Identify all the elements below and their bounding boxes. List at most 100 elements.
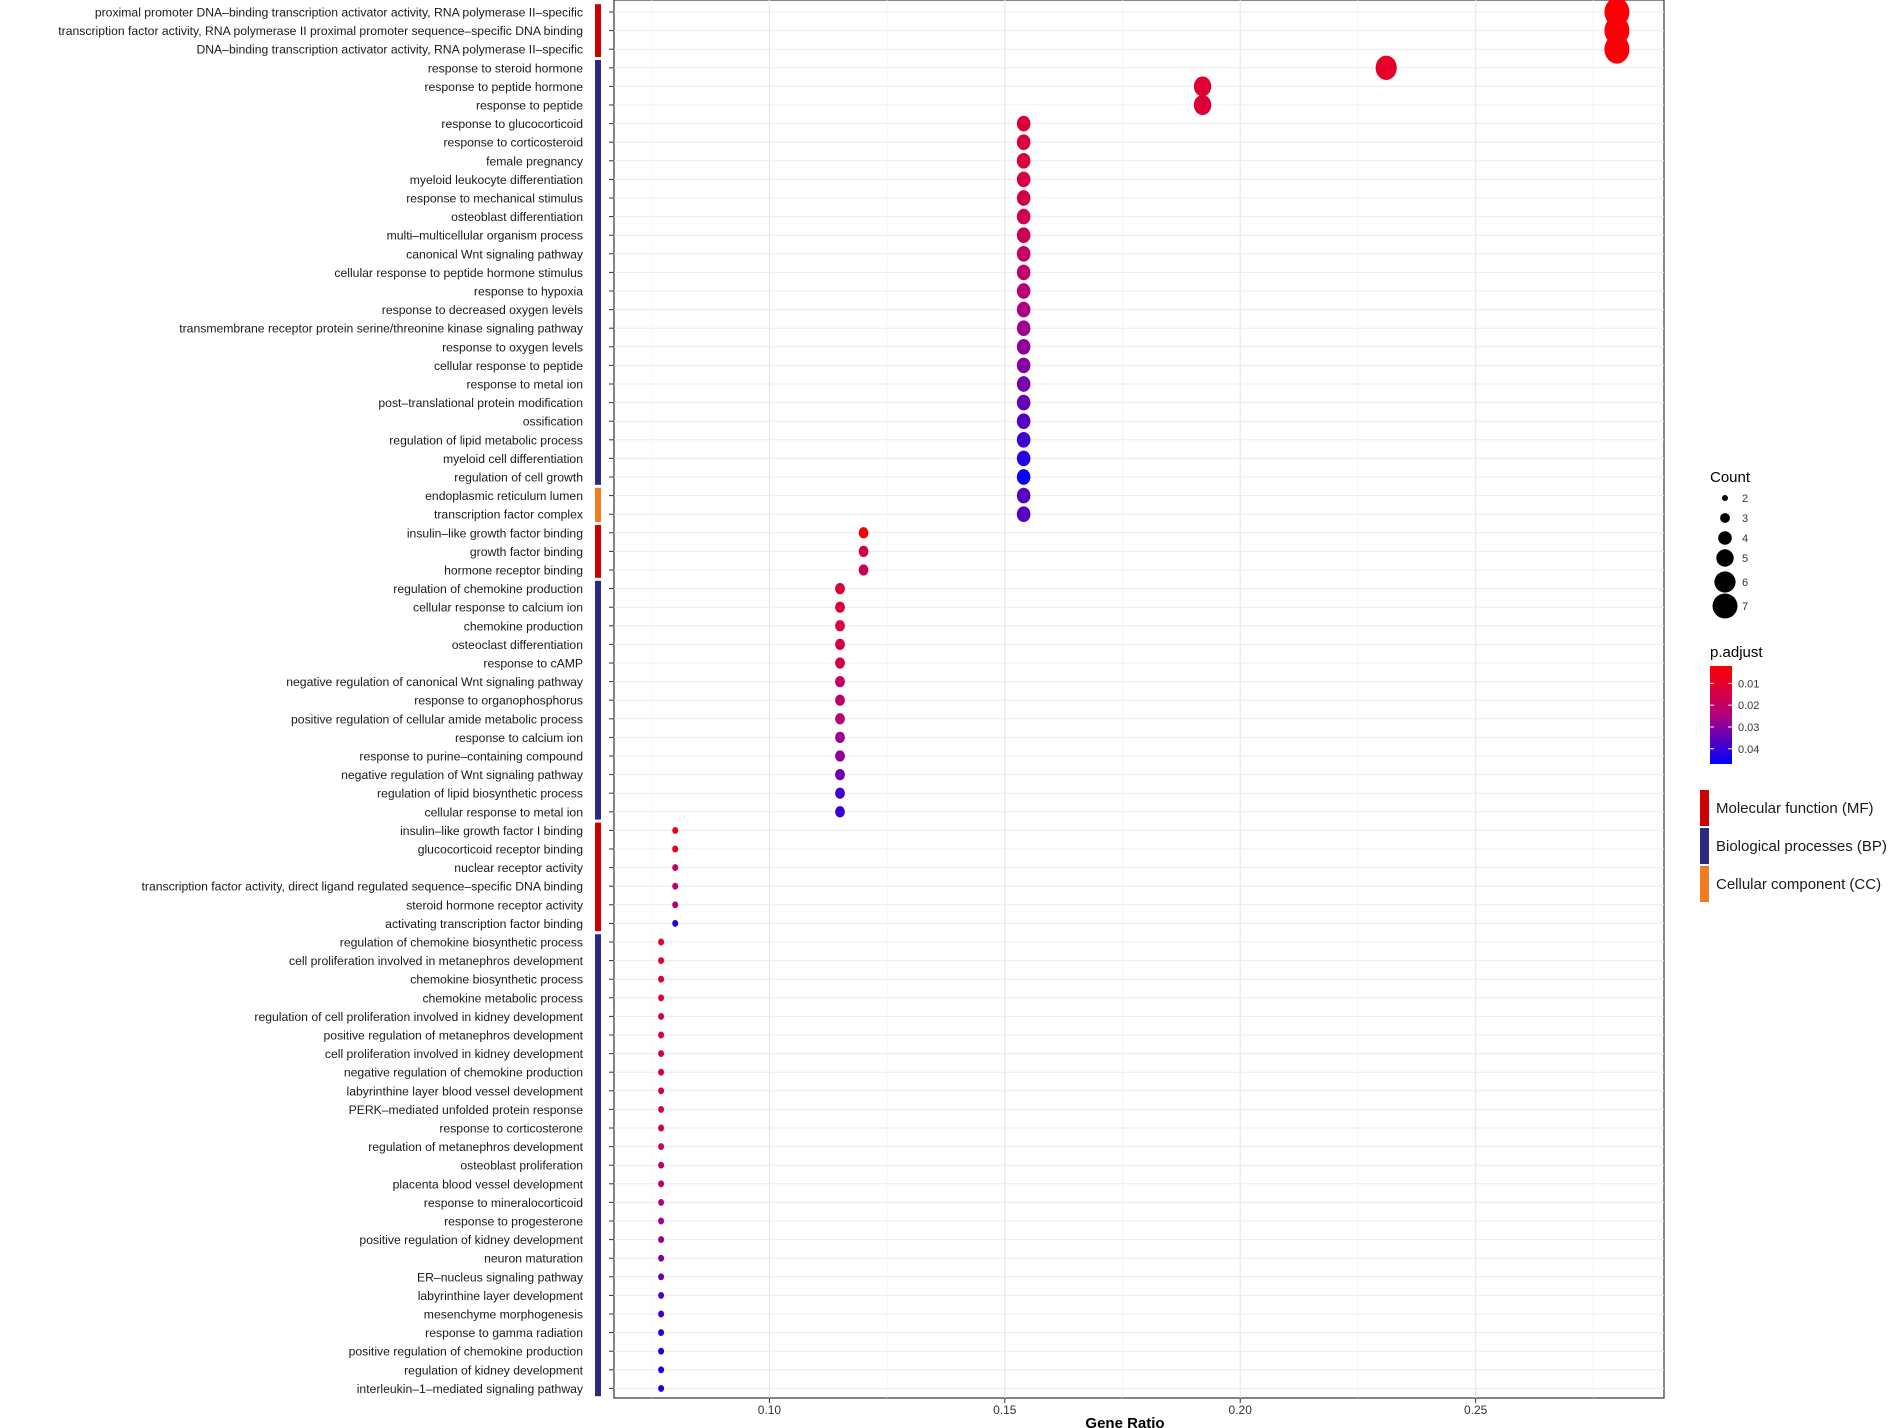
- category-bar-bp: [595, 60, 601, 485]
- y-tick-label: cellular response to peptide: [434, 359, 583, 373]
- y-tick-label: response to purine–containing compound: [359, 750, 583, 764]
- y-tick-label: transmembrane receptor protein serine/th…: [179, 322, 584, 336]
- y-tick-label: negative regulation of canonical Wnt sig…: [286, 675, 584, 689]
- y-tick-label: positive regulation of metanephros devel…: [324, 1029, 584, 1043]
- padj-tick-label: 0.04: [1738, 744, 1759, 756]
- grid-lines: [614, 0, 1664, 1398]
- data-point: [658, 957, 665, 965]
- y-tick-label: regulation of lipid biosynthetic process: [377, 787, 583, 801]
- data-point: [672, 901, 679, 909]
- data-point: [658, 1143, 665, 1151]
- y-tick-label: mesenchyme morphogenesis: [424, 1308, 583, 1322]
- y-tick-label: positive regulation of cellular amide me…: [291, 712, 583, 726]
- data-point: [1016, 208, 1031, 225]
- y-tick-label: chemokine biosynthetic process: [410, 973, 583, 987]
- y-tick-label: osteoblast differentiation: [451, 210, 583, 224]
- count-legend-title: Count: [1710, 469, 1751, 486]
- y-tick-label: insulin–like growth factor I binding: [400, 824, 583, 838]
- count-legend-label: 4: [1742, 533, 1748, 545]
- count-legend-dot: [1722, 495, 1728, 501]
- data-point: [658, 1124, 665, 1132]
- data-point: [1016, 487, 1031, 504]
- data-points: [658, 0, 1630, 1392]
- count-legend-label: 5: [1742, 553, 1748, 565]
- count-legend-dot: [1712, 593, 1738, 619]
- category-legend-swatch-bp: [1700, 828, 1709, 864]
- y-tick-label: regulation of cell growth: [454, 471, 583, 485]
- x-axis-ticks: 0.10 0.15 0.20 0.25: [758, 1398, 1488, 1417]
- y-tick-label: response to glucocorticoid: [441, 117, 583, 131]
- padj-legend: 0.01 0.02 0.03 0.04: [1710, 678, 1759, 756]
- data-point: [658, 1161, 665, 1169]
- data-point: [672, 845, 679, 853]
- y-tick-label: response to progesterone: [444, 1215, 583, 1229]
- y-tick-label: response to gamma radiation: [425, 1326, 583, 1340]
- category-bar-bp: [595, 580, 601, 820]
- y-tick-label: endoplasmic reticulum lumen: [425, 489, 583, 503]
- y-tick-label: hormone receptor binding: [444, 564, 583, 578]
- data-point: [1016, 450, 1031, 467]
- y-tick-label: regulation of kidney development: [404, 1363, 583, 1377]
- y-tick-label: ER–nucleus signaling pathway: [417, 1270, 584, 1284]
- count-legend-dot: [1718, 531, 1732, 545]
- category-bar-bp: [595, 934, 601, 1397]
- data-point: [658, 1217, 665, 1225]
- count-legend: 2 3 4 5 6 7: [1712, 493, 1748, 619]
- data-point: [1016, 431, 1031, 448]
- y-tick-label: response to corticosterone: [439, 1122, 583, 1136]
- y-tick-label: cellular response to metal ion: [424, 805, 583, 819]
- padj-legend-title: p.adjust: [1710, 644, 1763, 661]
- y-tick-label: response to peptide hormone: [424, 80, 583, 94]
- y-tick-label: PERK–mediated unfolded protein response: [349, 1103, 584, 1117]
- y-tick-label: cell proliferation involved in kidney de…: [325, 1047, 584, 1061]
- y-tick-label: osteoblast proliferation: [460, 1159, 583, 1173]
- y-tick-label: negative regulation of chemokine product…: [344, 1066, 583, 1080]
- data-point: [1016, 394, 1031, 411]
- data-point: [835, 787, 845, 799]
- data-point: [835, 731, 845, 744]
- y-tick-label: response to mechanical stimulus: [406, 192, 583, 206]
- data-point: [1016, 245, 1031, 262]
- data-point: [1016, 134, 1031, 151]
- data-point: [658, 1366, 665, 1374]
- y-tick-label: female pregnancy: [486, 154, 584, 168]
- category-bar-mf: [595, 822, 601, 932]
- data-point: [1193, 76, 1212, 97]
- data-point: [835, 750, 845, 762]
- y-tick-label: activating transcription factor binding: [385, 917, 583, 931]
- data-point: [858, 564, 869, 576]
- data-point: [1016, 357, 1031, 374]
- data-point: [658, 1310, 665, 1318]
- term-labels: proximal promoter DNA–binding transcript…: [58, 6, 614, 1396]
- data-point: [658, 1087, 665, 1095]
- data-point: [1016, 190, 1031, 206]
- y-tick-label: post–translational protein modification: [378, 396, 583, 410]
- y-tick-label: response to organophosphorus: [414, 694, 583, 708]
- category-legend-swatch-cc: [1700, 866, 1709, 902]
- y-tick-label: nuclear receptor activity: [454, 861, 584, 875]
- padj-tick-label: 0.01: [1738, 678, 1759, 690]
- x-tick-label: 0.10: [758, 1403, 782, 1417]
- data-point: [672, 882, 679, 890]
- y-tick-label: positive regulation of chemokine product…: [349, 1345, 583, 1359]
- y-tick-label: response to oxygen levels: [442, 340, 583, 354]
- y-tick-label: response to metal ion: [466, 378, 583, 392]
- y-tick-label: cellular response to peptide hormone sti…: [334, 266, 583, 280]
- y-tick-label: ossification: [523, 415, 583, 429]
- y-tick-label: glucocorticoid receptor binding: [418, 843, 583, 857]
- data-point: [1016, 301, 1031, 318]
- y-tick-label: canonical Wnt signaling pathway: [406, 247, 584, 261]
- data-point: [1016, 115, 1031, 132]
- data-point: [1016, 283, 1031, 299]
- data-point: [658, 1012, 665, 1020]
- padj-tick-label: 0.03: [1738, 722, 1759, 734]
- data-point: [835, 713, 845, 725]
- y-tick-label: myeloid cell differentiation: [443, 452, 583, 466]
- data-point: [835, 806, 845, 818]
- y-tick-label: chemokine production: [464, 619, 583, 633]
- data-point: [1604, 34, 1630, 64]
- data-point: [1016, 338, 1031, 355]
- data-point: [658, 1068, 665, 1076]
- y-tick-label: regulation of chemokine production: [393, 582, 583, 596]
